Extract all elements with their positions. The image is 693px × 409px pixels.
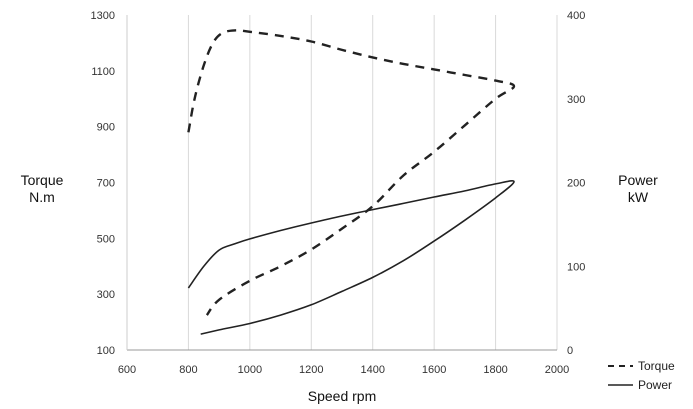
x-tick-label: 1600 xyxy=(422,364,446,376)
left-y-tick-label: 100 xyxy=(97,345,115,357)
series-line-power xyxy=(187,180,515,335)
axes xyxy=(126,15,557,351)
series-line-torque xyxy=(187,29,516,316)
x-tick-label: 1200 xyxy=(299,364,323,376)
right-y-tick-label: 400 xyxy=(567,10,585,22)
left-y-tick-label: 1100 xyxy=(91,66,115,78)
series-group xyxy=(187,29,516,335)
x-tick-label: 1000 xyxy=(238,364,262,376)
legend-torque-label: Torque xyxy=(638,359,675,373)
left-y-tick-label: 1300 xyxy=(91,10,115,22)
right-axis-title-line2: kW xyxy=(628,189,649,205)
left-y-tick-label: 900 xyxy=(97,122,115,134)
x-tick-label: 600 xyxy=(118,364,136,376)
right-axis-title-line1: Power xyxy=(618,172,658,188)
x-tick-label: 800 xyxy=(179,364,197,376)
x-tick-label: 1800 xyxy=(483,364,507,376)
x-tick-label: 1400 xyxy=(360,364,384,376)
left-y-tick-label: 300 xyxy=(97,289,115,301)
left-y-tick-label: 500 xyxy=(97,233,115,245)
right-y-tick-label: 300 xyxy=(567,94,585,106)
legend-power-label: Power xyxy=(638,378,672,392)
tick-labels: 600 800 1000 1200 1400 1600 1800 20001003005007… xyxy=(91,10,586,376)
right-y-tick-label: 100 xyxy=(567,261,585,273)
gridlines xyxy=(187,15,558,350)
x-tick-label: 2000 xyxy=(545,364,569,376)
right-y-tick-label: 0 xyxy=(567,345,573,357)
right-y-tick-label: 200 xyxy=(567,178,585,190)
left-axis-title-line1: Torque xyxy=(21,172,64,188)
left-axis-title-line2: N.m xyxy=(29,189,55,205)
legend: Torque Power xyxy=(608,359,675,392)
left-y-tick-label: 700 xyxy=(97,178,115,190)
x-axis-title: Speed rpm xyxy=(308,388,376,404)
